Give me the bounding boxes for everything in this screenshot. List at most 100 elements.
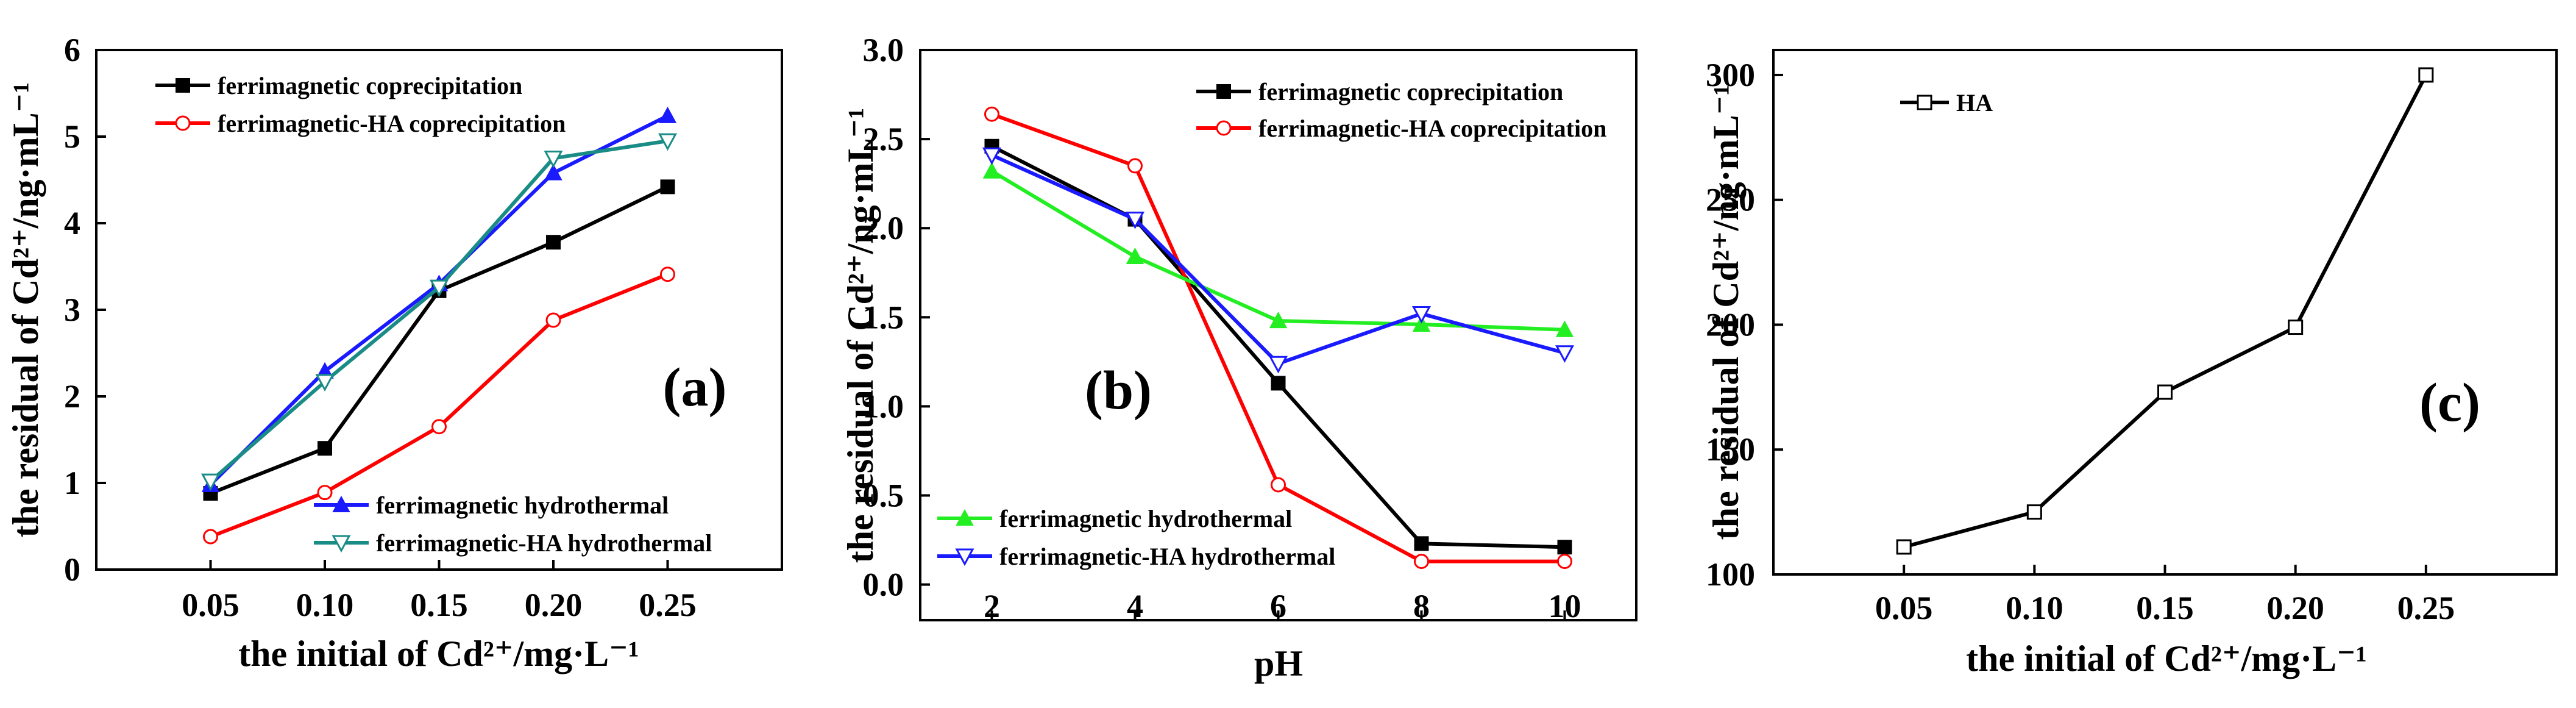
data-point	[982, 162, 1001, 179]
data-point	[1271, 376, 1286, 391]
x-tick-label: 0.10	[2006, 590, 2063, 626]
chart-panel-3: 0.05 0.10 0.15 0.20 0.25 100 150 200 250 300 the i…	[1706, 49, 2558, 679]
data-point	[1412, 315, 1431, 332]
data-point	[203, 529, 218, 545]
plot-frame	[1772, 49, 2558, 576]
y-tick-label: 150	[1706, 431, 1755, 468]
x-tick-label: 0.05	[182, 587, 240, 623]
y-tick-label: 4	[64, 205, 80, 241]
data-point	[317, 485, 333, 501]
x-tick-label: 0.15	[410, 587, 468, 623]
panel-label: (a)	[663, 357, 727, 418]
legend-label: ferrimagnetic coprecipitation	[218, 72, 522, 99]
data-point	[660, 179, 675, 195]
legend-label: ferrimagnetic-HA coprecipitation	[218, 110, 566, 137]
x-tick-label: 8	[1413, 588, 1430, 624]
data-point	[1414, 554, 1429, 570]
chart-panel-1: 0.05 0.10 0.15 0.20 0.25 0 1 2 3 4 5 6 the initial o…	[5, 32, 783, 674]
y-tick-label: 300	[1706, 57, 1755, 93]
data-point	[984, 106, 999, 122]
legend-label: ferrimagnetic-HA hydrothermal	[999, 543, 1335, 570]
data-point	[982, 147, 1002, 165]
chart-panel-2: 2 4 6 8 10 0.0 0.5 1.0 1.5 2.0 2.5 3.0 pH the residua…	[840, 32, 1637, 684]
legend-label: ferrimagnetic-HA coprecipitation	[1258, 115, 1606, 142]
data-point	[431, 419, 447, 435]
x-tick-label: 4	[1127, 588, 1143, 624]
x-tick-label: 2	[984, 588, 1000, 624]
data-point	[1555, 345, 1575, 363]
legend-label: ferrimagnetic coprecipitation	[1258, 78, 1563, 105]
y-tick-label: 3	[64, 291, 80, 328]
y-tick-label: 1.5	[863, 299, 904, 335]
panel-label: (b)	[1085, 360, 1152, 421]
legend: ferrimagnetic hydrothermal ferrimagnetic-…	[937, 505, 1335, 570]
x-tick-label: 0.20	[525, 587, 583, 623]
series-ferrimagnetic-coprecipitation	[203, 179, 675, 501]
legend-label: ferrimagnetic hydrothermal	[376, 492, 669, 519]
legend-marker	[332, 495, 350, 512]
data-point	[429, 279, 449, 298]
y-axis-title: the residual of Cd²⁺/ng·mL⁻¹	[840, 108, 881, 563]
data-point	[1126, 247, 1144, 264]
series-line	[210, 185, 669, 495]
data-point	[1411, 306, 1432, 324]
y-tick-label: 0	[64, 551, 80, 588]
data-point	[315, 374, 335, 392]
y-tick-label: 2	[64, 378, 80, 415]
legend-marker	[1917, 95, 1932, 110]
x-axis-title: the initial of Cd²⁺/mg·L⁻¹	[1966, 638, 2367, 679]
x-tick-label: 0.20	[2266, 590, 2324, 626]
legend: ferrimagnetic hydrothermal ferrimagnetic-…	[314, 492, 712, 557]
data-point	[1557, 540, 1572, 555]
legend-marker	[175, 115, 191, 131]
legend: ferrimagnetic coprecipitation ferrimagnet…	[1196, 78, 1606, 142]
data-point	[1127, 158, 1143, 174]
series-ferrimagnetic-ha-hydrothermal	[200, 133, 678, 492]
x-tick-label: 0.25	[639, 587, 697, 623]
data-point	[1268, 356, 1288, 374]
series-ferrimagnetic-ha-hydrothermal	[982, 147, 1575, 374]
legend-marker	[332, 535, 351, 553]
y-axis-title: the residual of Cd²⁺/ng·mL⁻¹	[5, 82, 46, 538]
series-line	[991, 112, 1565, 563]
series-line	[991, 153, 1566, 366]
legend-marker	[955, 548, 974, 567]
series-ha	[1896, 67, 2434, 555]
data-point	[545, 312, 561, 328]
legend: HA	[1900, 89, 1993, 116]
x-axis-title: the initial of Cd²⁺/mg·L⁻¹	[238, 634, 639, 674]
data-point	[658, 106, 677, 123]
legend: ferrimagnetic coprecipitation ferrimagnet…	[155, 72, 566, 137]
data-point	[1271, 477, 1286, 493]
y-tick-label: 2.5	[863, 121, 904, 157]
y-tick-label: 2.0	[863, 210, 904, 246]
y-tick-label: 1.0	[863, 388, 904, 424]
data-point	[1896, 539, 1912, 555]
data-point	[2026, 504, 2042, 520]
data-point	[546, 235, 561, 250]
legend-marker	[1216, 120, 1232, 136]
legend-marker	[956, 509, 974, 526]
legend-label: ferrimagnetic hydrothermal	[999, 505, 1292, 532]
data-point	[1125, 212, 1145, 229]
y-tick-label: 250	[1706, 182, 1755, 218]
series-ferrimagnetic-ha-coprecipitation	[203, 266, 675, 545]
legend-label: ferrimagnetic-HA hydrothermal	[376, 529, 712, 557]
data-point	[658, 133, 678, 151]
x-tick-label: 0.10	[296, 587, 354, 623]
x-tick-label: 6	[1270, 588, 1286, 624]
data-point	[1269, 312, 1288, 329]
data-point	[318, 441, 332, 456]
x-tick-label: 0.05	[1875, 590, 1933, 626]
data-point	[1555, 320, 1574, 337]
y-tick-label: 5	[64, 118, 80, 155]
data-point	[2418, 67, 2434, 83]
legend-label: HA	[1956, 89, 1993, 116]
data-point	[2157, 384, 2173, 400]
data-point	[1414, 536, 1429, 551]
y-axis-title: the residual of Cd²⁺/ng·mL⁻¹	[1706, 85, 1746, 540]
y-tick-label: 200	[1706, 306, 1755, 343]
series-ferrimagnetic-ha-coprecipitation	[984, 106, 1572, 570]
x-tick-label: 10	[1549, 588, 1581, 624]
